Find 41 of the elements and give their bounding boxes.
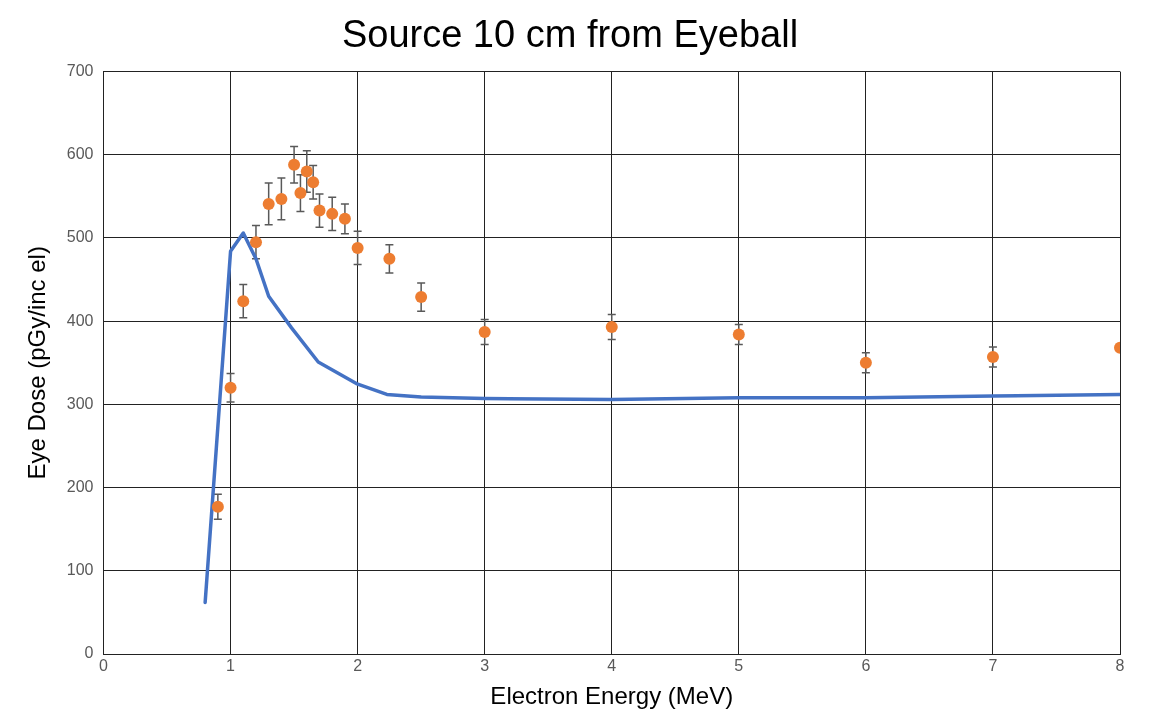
x-tick-label: 2 xyxy=(353,657,363,675)
point xyxy=(478,326,491,339)
point xyxy=(262,197,275,210)
x-tick-label: 0 xyxy=(99,657,109,675)
x-tick-label: 4 xyxy=(607,657,617,675)
point xyxy=(383,252,396,265)
point xyxy=(313,204,326,217)
y-tick-label: 200 xyxy=(66,478,94,496)
point xyxy=(986,350,999,363)
x-tick-label: 5 xyxy=(734,657,744,675)
y-tick-label: 0 xyxy=(84,644,94,662)
point xyxy=(307,176,320,189)
x-axis-title: Electron Energy (MeV) xyxy=(490,682,734,710)
point xyxy=(415,291,428,304)
y-axis-title: Eye Dose (pGy/inc el) xyxy=(23,246,51,480)
point xyxy=(732,328,745,341)
point xyxy=(326,207,339,220)
point xyxy=(275,192,288,205)
point xyxy=(224,381,237,394)
point xyxy=(859,356,872,369)
y-tick-label: 600 xyxy=(66,145,94,163)
x-tick-label: 7 xyxy=(988,657,998,675)
x-tick-label: 6 xyxy=(861,657,871,675)
y-tick-label: 400 xyxy=(66,311,94,329)
point xyxy=(249,236,262,249)
point xyxy=(211,500,224,513)
point xyxy=(605,321,618,334)
x-tick-label: 3 xyxy=(480,657,490,675)
y-tick-label: 100 xyxy=(66,561,94,579)
point xyxy=(338,212,351,225)
y-tick-label: 300 xyxy=(66,394,94,412)
x-tick-label: 8 xyxy=(1115,657,1125,675)
point xyxy=(300,165,313,178)
chart-title: Source 10 cm from Eyeball xyxy=(341,13,799,56)
y-tick-label: 700 xyxy=(66,62,94,80)
point xyxy=(237,295,250,308)
point xyxy=(294,187,307,200)
x-tick-label: 1 xyxy=(226,657,236,675)
point xyxy=(288,158,301,171)
point xyxy=(351,241,364,254)
y-tick-label: 500 xyxy=(66,228,94,246)
